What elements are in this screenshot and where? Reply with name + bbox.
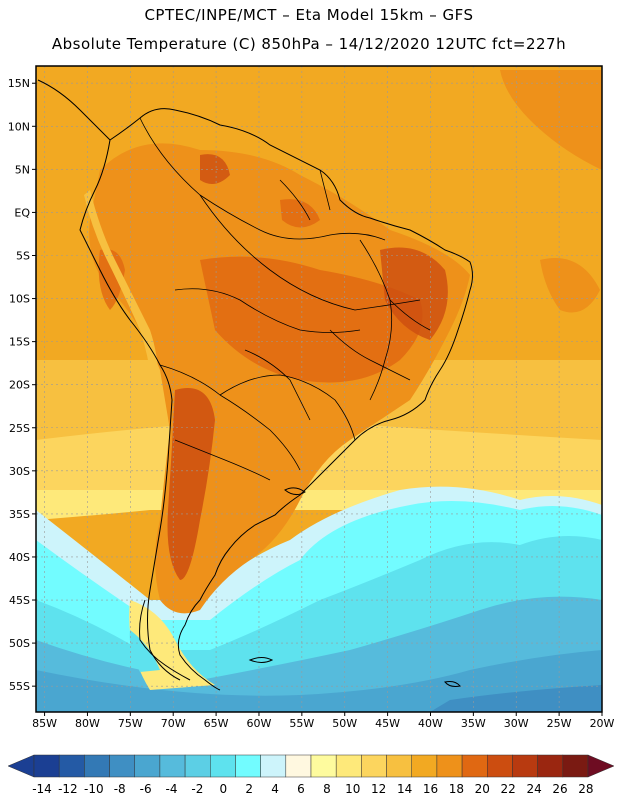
lat-tick-label: 5N: [15, 163, 30, 176]
colorbar-label: 22: [501, 782, 516, 796]
lon-tick-label: 60W: [247, 717, 272, 730]
colorbar-swatch: [310, 754, 337, 778]
lat-tick-label: 45S: [9, 594, 30, 607]
lon-tick-label: 65W: [204, 717, 229, 730]
lon-tick-label: 85W: [32, 717, 57, 730]
colorbar-swatch: [436, 754, 463, 778]
coastline: [37, 79, 473, 691]
colorbar-swatch: [184, 754, 211, 778]
colorbar-swatch: [512, 754, 538, 778]
colorbar-label: -12: [58, 782, 78, 796]
colorbar-swatch: [461, 754, 488, 778]
colorbar-swatch: [487, 754, 513, 778]
lon-tick-label: 80W: [75, 717, 100, 730]
colorbar-swatch: [33, 754, 60, 778]
colorbar-label: 16: [423, 782, 438, 796]
colorbar-label: 0: [219, 782, 227, 796]
map-title: CPTEC/INPE/MCT – Eta Model 15km – GFS: [144, 6, 474, 24]
colorbar-label: 10: [345, 782, 360, 796]
lat-tick-label: 35S: [9, 508, 30, 521]
colorbar-swatch: [335, 754, 362, 778]
colorbar-label: 28: [578, 782, 593, 796]
colorbar-swatch: [361, 754, 387, 778]
colorbar-swatch: [537, 754, 564, 778]
colorbar-label: -14: [32, 782, 52, 796]
lat-tick-label: 25S: [9, 422, 30, 435]
lon-tick-label: 55W: [289, 717, 314, 730]
lon-tick-label: 45W: [375, 717, 400, 730]
colorbar-label: 18: [449, 782, 464, 796]
lon-tick-label: 25W: [547, 717, 572, 730]
colorbar-label: -6: [140, 782, 152, 796]
lat-tick-label: 55S: [9, 680, 30, 693]
colorbar-label: 12: [371, 782, 386, 796]
colorbar-label: -8: [114, 782, 126, 796]
lon-tick-label: 20W: [590, 717, 615, 730]
lon-tick-label: 70W: [161, 717, 186, 730]
country-borders: [139, 117, 431, 481]
colorbar-max-arrow: [587, 754, 615, 778]
lat-tick-label: EQ: [14, 206, 30, 219]
map-subtitle: Absolute Temperature (C) 850hPa – 14/12/…: [51, 35, 567, 53]
colorbar-swatch: [84, 754, 110, 778]
colorbar-swatch: [235, 754, 261, 778]
colorbar-swatch: [562, 754, 589, 778]
lon-tick-label: 75W: [118, 717, 143, 730]
lat-tick-label: 40S: [9, 551, 30, 564]
lat-tick-label: 10N: [8, 120, 30, 133]
colorbar-label: 4: [271, 782, 279, 796]
lat-tick-label: 15S: [9, 336, 30, 349]
colorbar-swatch: [285, 754, 312, 778]
lat-tick-label: 5S: [16, 249, 30, 262]
colorbar-label: -10: [84, 782, 104, 796]
lat-tick-label: 30S: [9, 465, 30, 478]
colorbar-label: 24: [526, 782, 541, 796]
lat-tick-label: 15N: [8, 77, 30, 90]
colorbar-label: 20: [475, 782, 490, 796]
colorbar-swatch: [260, 754, 287, 778]
latitude-axis: 15N 10N 5N EQ 5S 10S 15S 20S 25S 30S 35S 40S 45S 50S 5…: [8, 77, 36, 693]
colorbar-swatch: [386, 754, 412, 778]
colorbar-label: -2: [191, 782, 203, 796]
lon-tick-label: 30W: [504, 717, 529, 730]
colorbar-label: 14: [397, 782, 412, 796]
colorbar-label: 6: [297, 782, 305, 796]
colorbar-swatch: [58, 754, 85, 778]
lon-tick-label: 35W: [461, 717, 486, 730]
map-frame: [35, 65, 603, 713]
colorbar-swatch: [109, 754, 135, 778]
lon-tick-label: 40W: [418, 717, 443, 730]
colorbar-swatch: [411, 754, 438, 778]
colorbar-swatch: [210, 754, 236, 778]
colorbar-label: 8: [323, 782, 331, 796]
longitude-axis: 85W 80W 75W 70W 65W 60W 55W 50W 45W 40W 35W 30W 25W 2…: [32, 712, 615, 730]
colorbar-swatch: [134, 754, 161, 778]
colorbar-label: -4: [166, 782, 178, 796]
lat-tick-label: 50S: [9, 637, 30, 650]
colorbar-label: 2: [245, 782, 253, 796]
colorbar-min-arrow: [7, 754, 35, 778]
temperature-field: [36, 66, 602, 712]
colorbar: -14 -12 -10 -8 -6 -4 -2 0 2 4 6 8 10 12 14 16 18 20 22 24 26…: [7, 754, 615, 796]
lat-tick-label: 20S: [9, 379, 30, 392]
lon-tick-label: 50W: [332, 717, 357, 730]
lat-tick-label: 10S: [9, 293, 30, 306]
colorbar-swatch: [159, 754, 186, 778]
colorbar-label: 26: [552, 782, 567, 796]
